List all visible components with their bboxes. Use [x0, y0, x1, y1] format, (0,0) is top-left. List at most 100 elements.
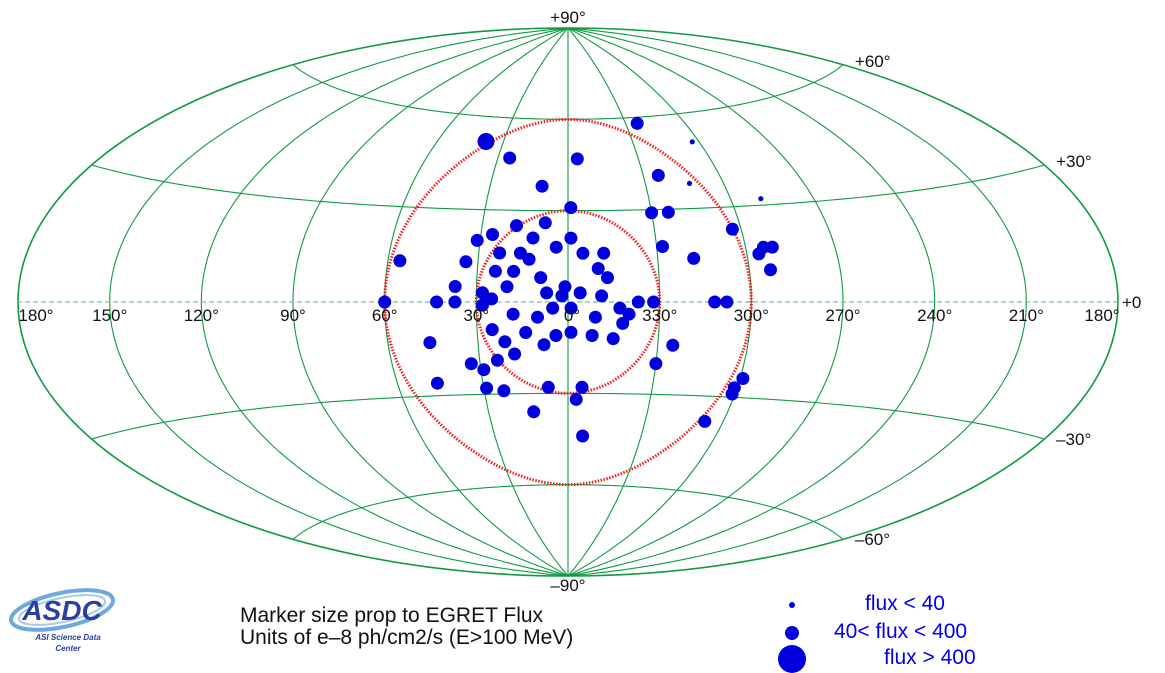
- source-marker: [689, 139, 695, 145]
- source-marker: [576, 246, 590, 260]
- caption: Marker size prop to EGRET Flux Units of …: [240, 605, 573, 649]
- coordinate-grid: [17, 27, 1119, 577]
- source-marker: [507, 264, 521, 278]
- source-marker: [485, 292, 499, 306]
- source-marker: [764, 263, 777, 277]
- source-marker: [423, 336, 437, 350]
- legend-row-small: flux < 40: [770, 592, 1060, 618]
- source-marker: [564, 201, 578, 215]
- source-marker: [498, 335, 512, 349]
- source-marker: [477, 133, 495, 150]
- latitude-label: –30°: [1056, 430, 1091, 449]
- source-marker: [631, 295, 645, 309]
- longitude-label: 270°: [825, 306, 860, 325]
- longitude-label: 0°: [564, 306, 580, 325]
- source-marker: [725, 222, 739, 236]
- source-marker: [493, 246, 507, 260]
- legend-marker-large: [778, 645, 806, 673]
- source-marker: [573, 286, 587, 300]
- longitude-label: 240°: [917, 306, 952, 325]
- source-marker: [597, 246, 611, 260]
- asdc-logo-graphic: ASDC: [9, 588, 115, 632]
- egret-sources: [378, 116, 779, 443]
- source-marker: [647, 295, 661, 309]
- source-marker: [430, 376, 444, 390]
- source-marker: [630, 116, 644, 130]
- source-marker: [459, 255, 473, 269]
- source-marker: [540, 286, 554, 300]
- source-marker: [476, 286, 489, 300]
- source-marker: [485, 323, 499, 337]
- source-marker: [651, 168, 665, 182]
- source-marker: [526, 231, 540, 245]
- source-marker: [537, 338, 551, 352]
- right-edge-label: +0: [1122, 293, 1141, 312]
- source-marker: [549, 240, 563, 254]
- source-marker: [510, 219, 523, 233]
- source-marker: [470, 233, 484, 247]
- logo-title: ASDC: [21, 595, 102, 626]
- grid-labels: 180° 150° 120° 90° 60° 30° 0° 330° 300° 270° 240° 2…: [18, 8, 1141, 595]
- source-marker: [508, 347, 522, 361]
- latitude-label: –90°: [550, 576, 585, 595]
- source-marker: [570, 152, 584, 166]
- longitude-label: 180°: [18, 306, 53, 325]
- logo-subtitle: ASI Science Data Center: [35, 633, 101, 653]
- source-marker: [576, 429, 590, 443]
- legend-label-medium: 40< flux < 400: [834, 620, 968, 643]
- latitude-label: +60°: [855, 52, 891, 71]
- source-marker: [564, 325, 578, 339]
- source-marker: [575, 380, 589, 394]
- caption-line-2: Units of e–8 ph/cm2/s (E>100 MeV): [240, 626, 574, 649]
- latitude-label: –60°: [855, 530, 890, 549]
- asdc-logo: ASDC ASI Science Data Center: [4, 582, 122, 664]
- source-marker: [488, 264, 502, 278]
- source-marker: [616, 316, 630, 330]
- source-marker: [503, 151, 517, 165]
- legend-marker-small: [789, 602, 795, 608]
- source-marker: [378, 295, 392, 309]
- source-marker: [708, 295, 722, 309]
- source-marker: [486, 228, 499, 241]
- source-marker: [569, 392, 583, 406]
- source-marker: [393, 254, 407, 268]
- source-marker: [686, 180, 693, 186]
- longitude-label: 150°: [92, 306, 127, 325]
- source-marker: [606, 332, 620, 346]
- source-marker: [649, 357, 663, 371]
- source-marker: [656, 240, 669, 253]
- source-marker: [480, 381, 494, 395]
- source-marker: [720, 295, 734, 309]
- longitude-label: 90°: [280, 306, 306, 325]
- source-marker: [585, 329, 599, 342]
- source-marker: [591, 262, 605, 275]
- source-marker: [687, 251, 701, 265]
- flux-legend: flux < 40 40< flux < 400 flux > 400: [770, 590, 1060, 673]
- source-marker: [541, 380, 555, 394]
- source-marker: [490, 353, 504, 367]
- source-marker: [661, 205, 675, 219]
- source-marker: [564, 301, 578, 315]
- source-marker: [430, 295, 444, 309]
- longitude-label: 330°: [642, 306, 677, 325]
- legend-row-large: flux > 400: [770, 645, 1060, 673]
- longitude-label: 180°: [1084, 306, 1119, 325]
- source-marker: [527, 405, 541, 419]
- source-marker: [448, 280, 462, 293]
- caption-line-1: Marker size prop to EGRET Flux: [240, 604, 544, 627]
- source-marker: [595, 289, 609, 303]
- source-marker: [698, 414, 712, 428]
- longitude-label: 30°: [463, 306, 489, 325]
- latitude-label: +30°: [1056, 152, 1092, 171]
- source-marker: [519, 326, 533, 339]
- source-marker: [477, 363, 491, 377]
- source-marker: [666, 338, 680, 352]
- source-marker: [546, 301, 560, 315]
- source-marker: [549, 329, 563, 342]
- source-marker: [758, 196, 764, 202]
- longitude-label: 210°: [1009, 306, 1044, 325]
- reference-circle: [383, 117, 753, 487]
- source-marker: [622, 307, 636, 321]
- latitude-label: +90°: [550, 8, 586, 27]
